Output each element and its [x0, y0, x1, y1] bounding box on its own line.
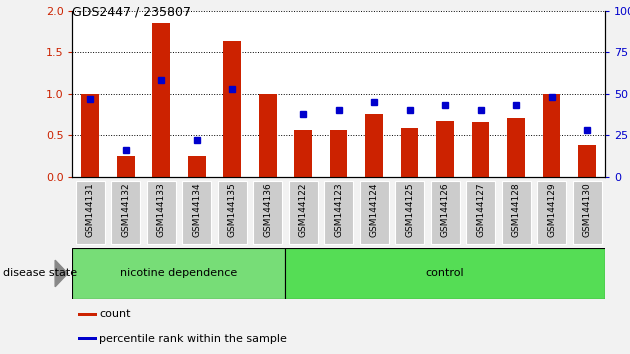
Text: GSM144130: GSM144130 [583, 183, 592, 238]
FancyBboxPatch shape [324, 181, 353, 244]
Text: percentile rank within the sample: percentile rank within the sample [99, 333, 287, 344]
Text: GSM144122: GSM144122 [299, 183, 307, 237]
FancyBboxPatch shape [217, 181, 247, 244]
FancyBboxPatch shape [360, 181, 389, 244]
Bar [77, 313, 97, 316]
Bar [401, 128, 418, 177]
Bar [77, 337, 97, 340]
FancyBboxPatch shape [111, 181, 140, 244]
Text: GSM144133: GSM144133 [157, 183, 166, 238]
Polygon shape [55, 260, 68, 287]
Bar [188, 156, 205, 177]
FancyBboxPatch shape [430, 181, 460, 244]
Bar [578, 144, 596, 177]
Text: control: control [426, 268, 464, 279]
Bar [542, 94, 561, 177]
Bar [507, 118, 525, 177]
Text: GSM144125: GSM144125 [405, 183, 414, 237]
Bar [436, 121, 454, 177]
FancyBboxPatch shape [289, 181, 318, 244]
FancyBboxPatch shape [253, 181, 282, 244]
Text: GSM144124: GSM144124 [370, 183, 379, 237]
Text: GSM144135: GSM144135 [227, 183, 237, 238]
Text: GSM144127: GSM144127 [476, 183, 485, 237]
Text: GSM144126: GSM144126 [440, 183, 450, 237]
FancyBboxPatch shape [537, 181, 566, 244]
Bar [81, 94, 99, 177]
FancyBboxPatch shape [76, 181, 105, 244]
FancyBboxPatch shape [395, 181, 424, 244]
Text: GSM144123: GSM144123 [334, 183, 343, 237]
FancyBboxPatch shape [573, 181, 602, 244]
Text: GSM144134: GSM144134 [192, 183, 201, 237]
FancyBboxPatch shape [501, 181, 530, 244]
Bar [117, 156, 135, 177]
Text: GSM144128: GSM144128 [512, 183, 520, 237]
Text: GSM144131: GSM144131 [86, 183, 94, 238]
Text: nicotine dependence: nicotine dependence [120, 268, 238, 279]
FancyBboxPatch shape [72, 248, 285, 299]
Bar [329, 130, 348, 177]
Bar [365, 114, 383, 177]
Bar [152, 23, 170, 177]
Bar [294, 130, 312, 177]
Text: count: count [99, 309, 130, 320]
FancyBboxPatch shape [147, 181, 176, 244]
Bar [259, 94, 277, 177]
Bar [472, 122, 490, 177]
Bar [223, 41, 241, 177]
Text: disease state: disease state [3, 268, 77, 279]
FancyBboxPatch shape [285, 248, 605, 299]
Text: GSM144129: GSM144129 [547, 183, 556, 237]
Text: GDS2447 / 235807: GDS2447 / 235807 [72, 5, 192, 18]
FancyBboxPatch shape [182, 181, 211, 244]
FancyBboxPatch shape [466, 181, 495, 244]
Text: GSM144136: GSM144136 [263, 183, 272, 238]
Text: GSM144132: GSM144132 [121, 183, 130, 237]
